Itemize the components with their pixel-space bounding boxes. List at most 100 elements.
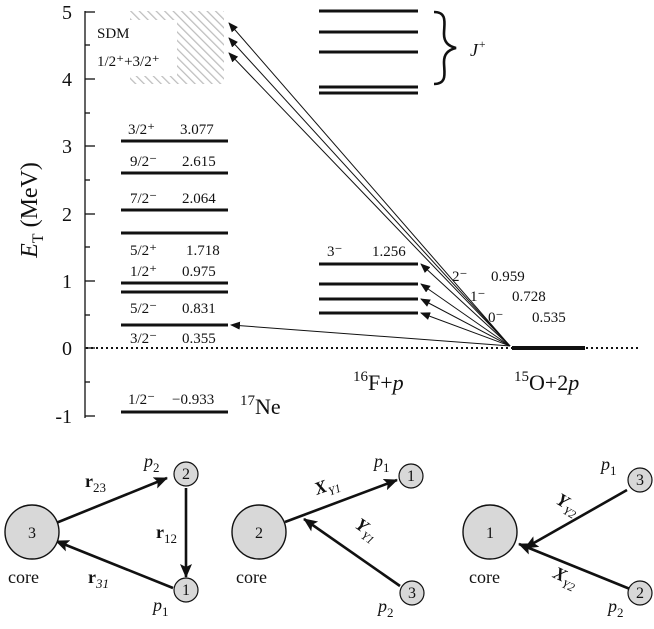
p2-sub: 2: [387, 605, 394, 620]
f16-energy: 0.535: [532, 310, 566, 326]
ne17-energy: 2.615: [182, 154, 216, 170]
o15-mass: 15: [514, 369, 529, 385]
p1-symbol: p: [599, 454, 610, 474]
ne17-energy: 0.975: [182, 264, 216, 280]
ne17-energy: 3.077: [180, 122, 214, 138]
f16p-element: F+: [368, 370, 393, 395]
y-y1-arrow: [303, 517, 401, 588]
r23-sub: 23: [93, 480, 106, 495]
r12-sub: 12: [164, 531, 177, 546]
proton-index: 3: [636, 472, 644, 489]
y-tick-label: 4: [62, 69, 72, 91]
x-y2-arrow: [518, 542, 631, 591]
o15-label: 15O+2p: [514, 369, 579, 395]
x-y1-arrow: [284, 478, 398, 524]
proton-index: 3: [408, 585, 416, 602]
sdm-label: SDM: [97, 26, 130, 42]
arrow-to-f16-level: [420, 298, 511, 347]
r31-label: r31: [88, 567, 109, 591]
ne17-energy: 0.831: [182, 301, 216, 317]
p2-symbol: p: [376, 596, 387, 616]
ne17-energy: −0.933: [172, 392, 214, 408]
r31-arrow: [55, 539, 174, 590]
p2-sub: 2: [153, 460, 160, 475]
p2-label: p2: [142, 451, 160, 475]
y-axis-title: ET (MeV): [17, 162, 47, 259]
y-axis-ticks: [85, 11, 95, 417]
proton-p1-sphere: [173, 577, 199, 603]
y-tick-label: 2: [62, 204, 72, 226]
p1-symbol: p: [372, 451, 383, 471]
r23-symbol: r: [85, 471, 93, 491]
core-label: core: [8, 567, 39, 587]
core-label: core: [236, 567, 267, 587]
f16p-particle: p: [391, 370, 404, 395]
p2-label: p2: [376, 596, 394, 620]
ne17-mass: 17: [240, 393, 256, 409]
f16-jpi: 3⁻: [327, 244, 342, 260]
arrow-to-f16-level: [420, 312, 511, 347]
f16p-label: 16F+p: [353, 369, 404, 395]
ne17-energy: 0.355: [182, 331, 216, 347]
p1-label: p1: [599, 454, 617, 478]
y-axis-title-e: E: [17, 243, 43, 259]
y-tick-label: 3: [62, 136, 72, 158]
proton-index: 1: [407, 468, 415, 485]
proton-p1-sphere: [627, 467, 653, 493]
ne17-jpi: 9/2⁻: [130, 154, 157, 170]
f16-jpi: 0⁻: [488, 310, 503, 326]
ne17-jpi: 3/2⁺: [128, 122, 155, 138]
ne17-label: 17Ne: [240, 393, 281, 419]
core-sphere: [4, 504, 60, 560]
decay-arrows-thin: [228, 22, 511, 347]
energy-diagram: 5 4 3 2 1 0 -1 ET (MeV) SDM 1/2⁺+3/2⁺: [17, 2, 640, 428]
f16-jpi: 2⁻: [452, 269, 467, 285]
p1-label: p1: [151, 595, 169, 619]
f16-energy: 1.256: [372, 244, 406, 260]
jplus-label: J+: [470, 37, 486, 60]
y-tick-label: -1: [55, 406, 72, 428]
o15-element: O+2: [529, 370, 568, 395]
jplus-j: J: [470, 40, 479, 60]
f16-energy: 0.728: [512, 289, 546, 305]
jacobi-t-system: 3 core 2 p2 1 p1 r23 r12 r31: [4, 451, 199, 619]
f16-levels: [319, 262, 418, 315]
ne17-element: Ne: [255, 394, 281, 419]
core-index: 2: [255, 525, 263, 542]
y-tick-label: 1: [62, 271, 72, 293]
arrow-to-sdm: [228, 52, 511, 347]
sdm-jpi: 1/2⁺+3/2⁺: [97, 54, 160, 70]
jacobi-y1-system: 2 core 1 p1 3 p2 XY1 YY1: [231, 451, 425, 620]
sdm-label-backing: [93, 20, 177, 76]
r12-symbol: r: [156, 522, 164, 542]
ne17-jpi: 1/2⁻: [128, 392, 155, 408]
core-label: core: [469, 567, 500, 587]
jplus-levels: [319, 9, 418, 95]
y-axis-title-unit: (MeV): [17, 162, 43, 227]
arrow-to-f16-level: [420, 263, 511, 347]
f16p-mass: 16: [353, 369, 369, 385]
proton-index: 2: [636, 585, 644, 602]
r31-symbol: r: [88, 567, 96, 587]
r31-sub: 31: [95, 576, 109, 591]
ne17-level-labels: 3/2⁺ 3.077 9/2⁻ 2.615 7/2⁻ 2.064 5/2⁺ 1.…: [128, 122, 220, 408]
x-y2-sub: Y2: [560, 577, 577, 595]
jplus-brace: [433, 10, 457, 86]
y-y2-arrow: [524, 488, 628, 550]
jacobi-y2-system: 1 core 3 p1 2 p2 YY2 XY2: [462, 454, 653, 620]
proton-p1-sphere: [398, 463, 424, 489]
proton-p2-sphere: [399, 580, 425, 606]
core-sphere: [462, 504, 518, 560]
p1-sub: 1: [162, 604, 169, 619]
y-tick-label: 5: [62, 2, 72, 24]
y-tick-label: 0: [62, 338, 72, 360]
p1-label: p1: [372, 451, 390, 475]
r23-label: r23: [85, 471, 106, 495]
x-y1-sub: Y1: [326, 481, 343, 498]
y-axis-title-sub: T: [30, 233, 47, 243]
core-index: 3: [28, 525, 36, 542]
y-y1-label: YY1: [349, 514, 382, 547]
ne17-jpi: 5/2⁻: [130, 301, 157, 317]
f16-jpi: 1⁻: [470, 289, 485, 305]
